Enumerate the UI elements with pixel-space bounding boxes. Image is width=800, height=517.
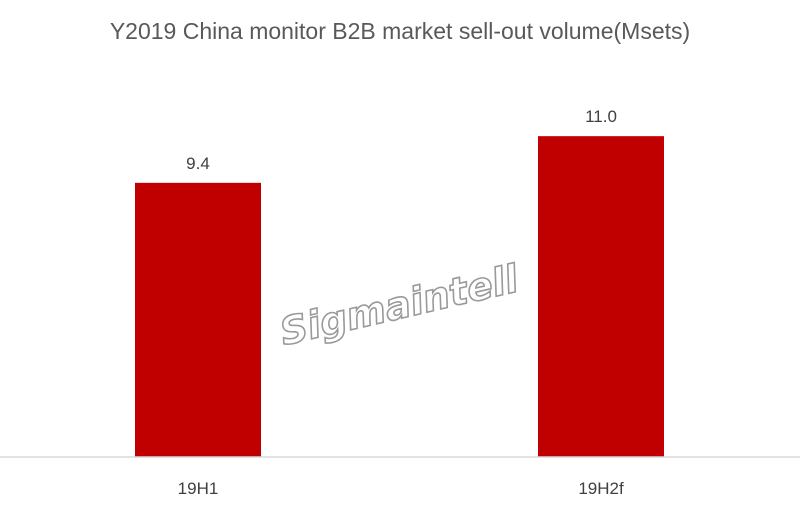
bar-19H1 <box>135 182 261 458</box>
category-label-19H1: 19H1 <box>178 479 219 498</box>
bars-layer <box>135 136 664 458</box>
labels-layer: 9.4 19H1 11.0 19H2f <box>178 107 624 498</box>
chart-title: Y2019 China monitor B2B market sell-out … <box>109 18 691 44</box>
bar-19H2f <box>538 136 664 457</box>
watermark: Sigmaintell <box>275 256 524 355</box>
data-label-19H1: 9.4 <box>186 154 210 173</box>
category-label-19H2f: 19H2f <box>578 479 624 498</box>
watermark-text: Sigmaintell <box>276 256 524 354</box>
data-label-19H2f: 11.0 <box>585 107 617 126</box>
